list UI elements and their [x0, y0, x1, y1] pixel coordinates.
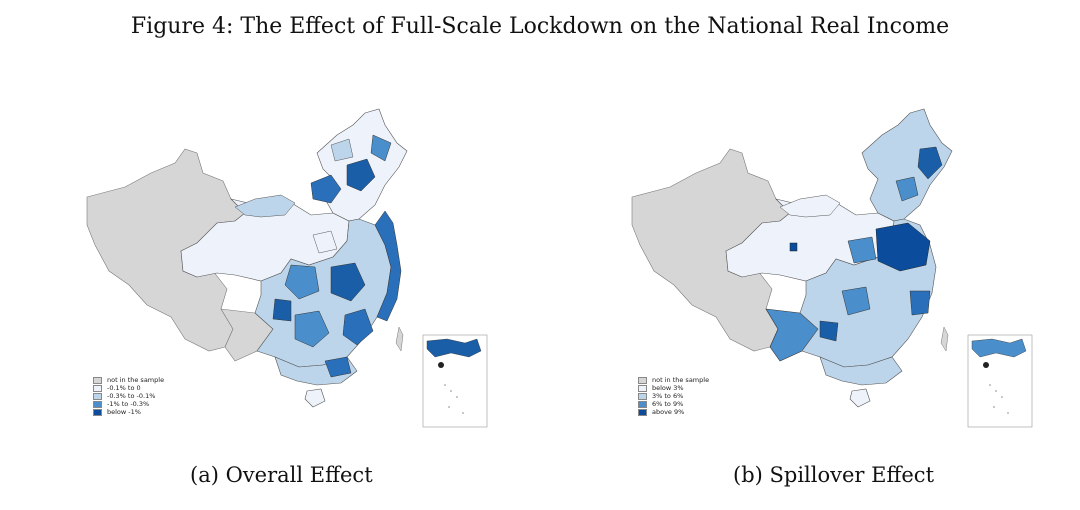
- panel-caption-spillover-effect: (b) Spillover Effect: [733, 463, 935, 487]
- panel-caption-overall-effect: (a) Overall Effect: [190, 463, 373, 487]
- map-panel-spillover-effect: not in the sample below 3% 3% to 6% 6% t…: [630, 95, 1070, 440]
- legend-item: below -1%: [93, 408, 164, 416]
- region-dark-patch-3: [294, 310, 330, 348]
- inset-coast: [971, 338, 1027, 358]
- china-choropleth-map: [86, 108, 488, 428]
- region-ne-dark: [917, 146, 943, 180]
- region-dark-patch-2: [841, 286, 871, 316]
- region-dark-patch-1: [847, 236, 877, 264]
- region-hainan: [849, 388, 871, 408]
- legend-item: -0.1% to 0: [93, 384, 164, 392]
- region-north-band: [234, 194, 296, 218]
- region-north-band: [779, 194, 841, 218]
- region-north-china-plain: [875, 222, 931, 272]
- region-dark-patch-5: [272, 298, 292, 322]
- region-small-dark: [789, 242, 798, 252]
- region-dark-patch-2: [330, 262, 366, 302]
- region-ne-mid: [330, 138, 354, 162]
- region-east-coast: [374, 210, 402, 322]
- legend-item: 6% to 9%: [638, 400, 709, 408]
- legend-item: not in the sample: [93, 376, 164, 384]
- region-dark-patch-4: [819, 320, 839, 342]
- region-dark-patch-1: [284, 264, 320, 300]
- legend-spillover-effect: not in the sample below 3% 3% to 6% 6% t…: [638, 376, 709, 416]
- region-taiwan: [395, 326, 404, 352]
- region-south: [819, 356, 903, 386]
- legend-item: above 9%: [638, 408, 709, 416]
- region-ne-mid2: [370, 134, 392, 162]
- region-dark-patch-3: [909, 290, 931, 316]
- region-northeast: [861, 108, 953, 222]
- map-panel-overall-effect: not in the sample -0.1% to 0 -0.3% to -0…: [85, 95, 525, 440]
- region-taiwan: [940, 326, 949, 352]
- region-light-patch: [312, 230, 338, 254]
- legend-item: -1% to -0.3%: [93, 400, 164, 408]
- region-ne-mid: [895, 176, 919, 202]
- legend-item: -0.3% to -0.1%: [93, 392, 164, 400]
- legend-item: below 3%: [638, 384, 709, 392]
- region-ne-dark: [310, 174, 342, 204]
- china-choropleth-map: [631, 108, 1033, 428]
- region-hainan: [304, 388, 326, 408]
- region-ne-dark2: [346, 158, 376, 192]
- region-dark-patch-4: [342, 308, 374, 346]
- region-south-dark: [324, 356, 352, 378]
- legend-item: not in the sample: [638, 376, 709, 384]
- inset-coast: [426, 338, 482, 358]
- figure-title: Figure 4: The Effect of Full-Scale Lockd…: [130, 14, 950, 39]
- legend-item: 3% to 6%: [638, 392, 709, 400]
- legend-overall-effect: not in the sample -0.1% to 0 -0.3% to -0…: [93, 376, 164, 416]
